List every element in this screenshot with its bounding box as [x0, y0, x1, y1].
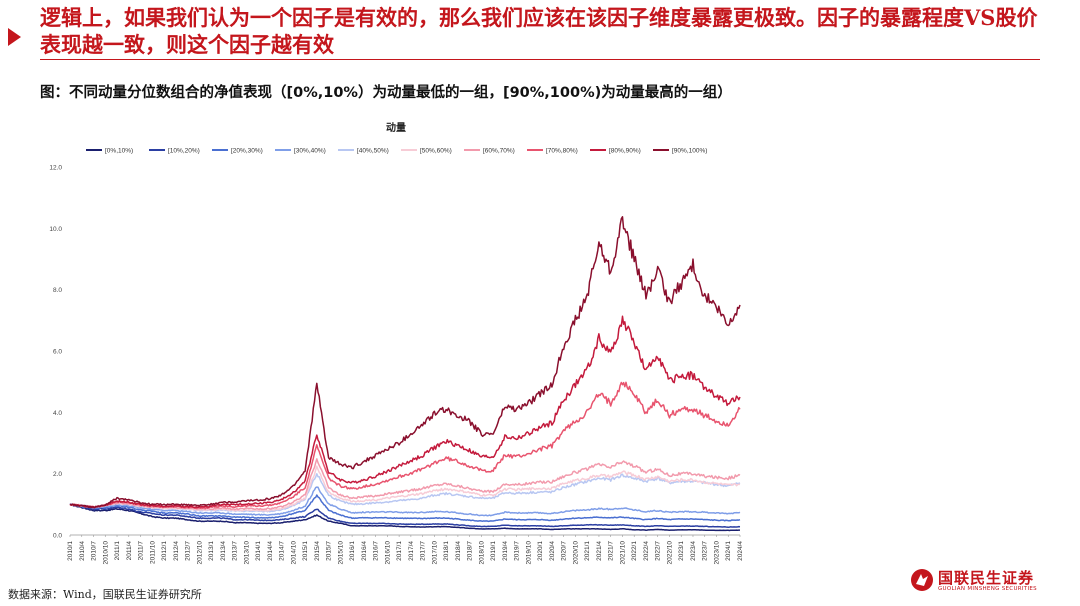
series-line	[69, 458, 741, 511]
x-tick-label: 2019/10	[525, 541, 532, 565]
x-tick-label: 2019/4	[502, 541, 509, 561]
logo-text-cn: 国联民生证券	[938, 569, 1035, 587]
x-tick-label: 2012/4	[173, 541, 180, 561]
y-tick-label: 2.0	[53, 471, 62, 478]
x-tick-label: 2016/1	[349, 541, 356, 561]
legend-label: [70%,80%)	[546, 148, 578, 155]
x-tick-label: 2015/1	[302, 541, 309, 561]
legend-label: [10%,20%)	[168, 148, 200, 155]
x-axis: 2010/1 2010/4 2010/7 2010/10 2011/1 2011/4 201…	[67, 534, 744, 565]
legend-label: [40%,50%)	[357, 148, 389, 155]
x-tick-label: 2011/4	[126, 541, 133, 561]
headline-divider	[40, 59, 1040, 60]
x-tick-label: 2022/7	[655, 541, 662, 561]
series-line	[69, 315, 741, 509]
logo-text-en: GUOLIAN MINSHENG SECURITIES	[938, 586, 1037, 592]
x-tick-label: 2018/1	[443, 541, 450, 561]
x-tick-label: 2023/4	[690, 541, 697, 561]
y-axis: 0.0 2.0 4.0 6.0 8.0 10.0 12.0	[49, 165, 62, 540]
x-tick-label: 2021/4	[596, 541, 603, 561]
x-tick-label: 2016/10	[384, 541, 391, 565]
legend-label: [20%,30%)	[231, 148, 263, 155]
x-tick-label: 2020/4	[549, 541, 556, 561]
legend-label: [80%,90%)	[609, 148, 641, 155]
y-tick-label: 10.0	[49, 226, 62, 233]
x-tick-label: 2017/7	[420, 541, 427, 561]
legend-label: [0%,10%)	[105, 148, 133, 155]
x-tick-label: 2011/10	[149, 541, 156, 564]
y-tick-label: 12.0	[49, 165, 62, 172]
plot-area	[69, 216, 741, 532]
x-tick-label: 2020/10	[572, 541, 579, 565]
y-tick-label: 0.0	[53, 533, 62, 540]
company-logo: 国联民生证券 GUOLIAN MINSHENG SECURITIES	[910, 566, 1050, 596]
x-tick-label: 2014/1	[255, 541, 262, 561]
x-tick-label: 2013/1	[208, 541, 215, 561]
x-tick-label: 2024/4	[737, 541, 744, 561]
x-tick-label: 2010/10	[102, 541, 109, 565]
x-tick-label: 2015/10	[337, 541, 344, 565]
x-tick-label: 2012/10	[196, 541, 203, 565]
x-tick-label: 2012/7	[185, 541, 192, 561]
slide-marker-triangle	[8, 28, 21, 46]
x-tick-label: 2022/10	[666, 541, 673, 565]
x-tick-label: 2016/4	[361, 541, 368, 561]
x-tick-label: 2013/4	[220, 541, 227, 561]
x-tick-label: 2021/10	[619, 541, 626, 565]
x-tick-label: 2010/7	[91, 541, 98, 561]
series-line	[69, 503, 740, 532]
x-tick-label: 2018/7	[467, 541, 474, 561]
x-tick-label: 2013/10	[243, 541, 250, 565]
x-tick-label: 2023/10	[713, 541, 720, 565]
x-tick-label: 2012/1	[161, 541, 168, 561]
x-tick-label: 2013/7	[232, 541, 239, 561]
x-tick-label: 2023/7	[702, 541, 709, 561]
x-tick-label: 2017/1	[396, 541, 403, 561]
figure-title: 图：不同动量分位数组合的净值表现（[0%,10%）为动量最低的一组，[90%,1…	[40, 85, 732, 101]
x-tick-label: 2023/1	[678, 541, 685, 561]
x-tick-label: 2018/4	[455, 541, 462, 561]
legend-label: [30%,40%)	[294, 148, 326, 155]
chart-legend: [0%,10%) [10%,20%) [20%,30%) [30%,40%) [40%,…	[86, 148, 707, 155]
x-tick-label: 2010/1	[67, 541, 74, 561]
x-tick-label: 2014/7	[279, 541, 286, 561]
x-tick-label: 2019/1	[490, 541, 497, 561]
series-line	[69, 381, 741, 510]
x-tick-label: 2017/4	[408, 541, 415, 561]
logo-emblem-icon	[911, 569, 933, 591]
chart-title: 动量	[386, 121, 406, 134]
slide-headline: 逻辑上，如果我们认为一个因子是有效的，那么我们应该在该因子维度暴露更极致。因子的…	[40, 5, 1038, 57]
x-tick-label: 2014/10	[290, 541, 297, 565]
series-line	[69, 494, 741, 523]
x-tick-label: 2021/1	[584, 541, 591, 561]
y-tick-label: 4.0	[53, 410, 62, 417]
series-line	[69, 216, 741, 509]
x-tick-label: 2019/7	[514, 541, 521, 561]
x-tick-label: 2011/7	[138, 541, 145, 561]
x-tick-label: 2020/7	[561, 541, 568, 561]
x-tick-label: 2015/7	[326, 541, 333, 561]
x-tick-label: 2015/4	[314, 541, 321, 561]
x-tick-label: 2016/7	[373, 541, 380, 561]
data-source-note: 数据来源：Wind，国联民生证券研究所	[8, 588, 202, 601]
legend-label: [60%,70%)	[483, 148, 515, 155]
series-line	[69, 486, 741, 517]
series-line	[69, 503, 741, 528]
legend-label: [50%,60%)	[420, 148, 452, 155]
legend-label: [90%,100%)	[672, 148, 707, 155]
x-tick-label: 2017/10	[431, 541, 438, 565]
x-tick-label: 2020/1	[537, 541, 544, 561]
x-tick-label: 2014/4	[267, 541, 274, 561]
y-tick-label: 8.0	[53, 287, 62, 294]
x-tick-label: 2018/10	[478, 541, 485, 565]
x-tick-label: 2024/1	[725, 541, 732, 561]
x-tick-label: 2011/1	[114, 541, 121, 561]
y-tick-label: 6.0	[53, 349, 62, 356]
x-tick-label: 2022/4	[643, 541, 650, 561]
x-tick-label: 2010/4	[79, 541, 86, 561]
x-tick-label: 2021/7	[608, 541, 615, 561]
x-tick-label: 2022/1	[631, 541, 638, 561]
